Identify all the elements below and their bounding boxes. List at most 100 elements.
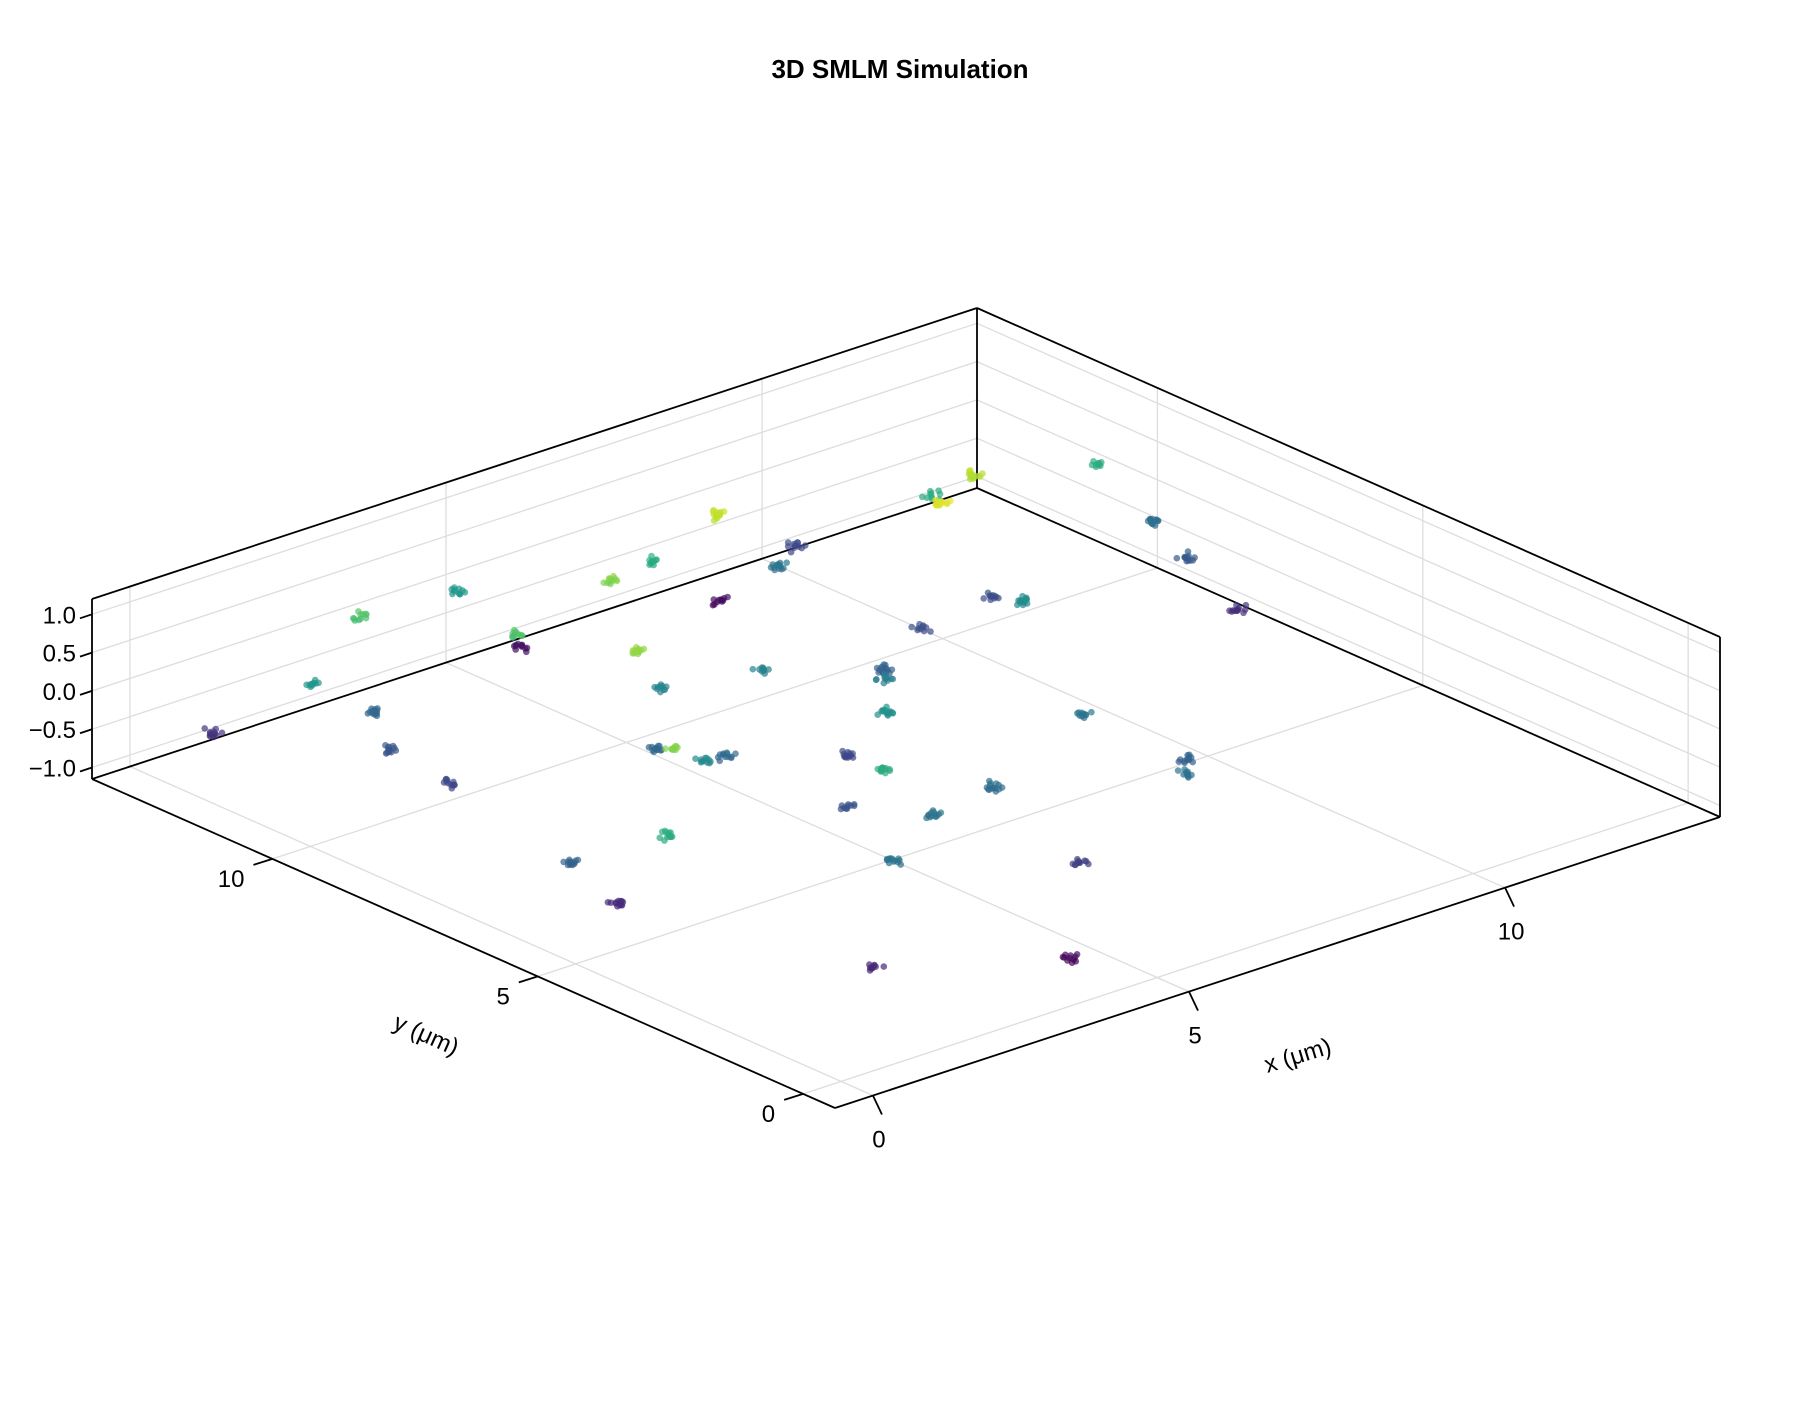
y-tick-mark <box>783 1093 804 1101</box>
point-cluster <box>645 742 665 756</box>
point-cluster <box>866 961 888 974</box>
data-point <box>773 561 781 569</box>
data-point <box>728 753 735 761</box>
data-point <box>758 668 766 675</box>
tick-layer: 0 5 10 0 5 10 −1.0 −0.5 0.0 0.5 1.0 <box>29 602 1525 1153</box>
grid-layer <box>91 322 1721 1097</box>
wall-gridline-z <box>976 475 1721 807</box>
data-point <box>600 579 607 586</box>
point-cluster <box>364 705 381 720</box>
data-point <box>566 856 573 864</box>
data-point <box>844 753 851 760</box>
z-tick-label: −1.0 <box>29 756 76 783</box>
data-point <box>385 747 393 754</box>
data-point <box>919 493 926 501</box>
y-tick-label: 0 <box>762 1101 775 1128</box>
point-cluster <box>980 589 1002 604</box>
data-point <box>919 623 927 630</box>
data-point <box>1088 708 1095 716</box>
point-cluster <box>749 664 772 677</box>
data-point <box>798 544 805 552</box>
data-point <box>710 596 718 603</box>
axis-frame <box>91 307 1721 1109</box>
wall-gridline-z <box>976 437 1721 768</box>
data-point <box>1242 601 1250 609</box>
x-tick-mark <box>1188 991 1199 1011</box>
data-point <box>455 585 463 593</box>
wall-gridline-z <box>91 437 978 730</box>
wall-gridline-z <box>976 322 1721 653</box>
data-point <box>1184 548 1192 555</box>
point-cluster <box>303 676 322 691</box>
data-point <box>1067 952 1074 959</box>
floor-gridline-x <box>129 765 874 1097</box>
point-cluster <box>1174 766 1195 781</box>
data-point <box>1174 767 1182 774</box>
z-tick-label: 0.5 <box>43 641 76 668</box>
point-cluster <box>784 539 809 556</box>
data-point <box>362 610 370 618</box>
data-point <box>914 626 921 634</box>
data-point <box>1180 757 1188 765</box>
wall-gridline-z <box>976 361 1721 692</box>
data-point <box>938 498 946 506</box>
point-cluster <box>201 725 226 741</box>
data-point <box>710 506 717 514</box>
wall-gridline-z <box>91 399 978 692</box>
point-cluster <box>932 496 954 509</box>
point-cluster <box>692 754 714 767</box>
data-point <box>974 472 982 480</box>
z-tick-mark <box>79 613 93 620</box>
data-point <box>218 729 226 737</box>
x-axis-label: x (μm) <box>1261 1033 1334 1079</box>
axis-edge <box>976 487 1721 818</box>
data-point <box>927 628 934 635</box>
z-tick-label: 0.0 <box>43 679 76 706</box>
wall-gridline-z <box>91 475 978 769</box>
data-point <box>1153 516 1160 524</box>
z-tick-label: 1.0 <box>43 602 76 629</box>
x-tick-label: 0 <box>872 1127 885 1154</box>
data-point <box>1078 713 1086 720</box>
point-cluster <box>709 593 731 609</box>
y-tick-mark <box>518 975 539 984</box>
data-point <box>968 471 975 479</box>
point-cluster <box>509 626 526 641</box>
data-point <box>692 755 699 762</box>
x-tick-label: 10 <box>1498 919 1525 946</box>
data-point <box>843 805 851 812</box>
point-cluster <box>874 703 897 719</box>
data-point <box>889 709 896 716</box>
data-point <box>936 490 944 498</box>
point-cluster <box>1069 855 1092 869</box>
data-point <box>1068 959 1076 966</box>
point-cluster <box>604 897 627 910</box>
data-point <box>1073 951 1081 958</box>
data-point <box>1182 554 1190 562</box>
data-point <box>511 632 518 640</box>
data-point <box>1226 607 1233 614</box>
data-point <box>705 756 712 763</box>
data-point <box>1189 758 1196 766</box>
data-point <box>1175 758 1183 765</box>
data-point <box>350 615 358 622</box>
axis-edge <box>834 816 1721 1109</box>
data-point <box>450 781 457 789</box>
point-cluster <box>1226 601 1250 617</box>
data-point <box>716 751 724 758</box>
data-point <box>1185 753 1193 760</box>
point-cluster <box>872 671 897 687</box>
data-point <box>872 676 880 684</box>
point-cluster <box>874 764 894 777</box>
point-cluster <box>714 749 739 765</box>
data-point <box>908 623 915 631</box>
data-point <box>1173 554 1181 562</box>
data-point <box>866 964 874 971</box>
data-point <box>749 665 757 673</box>
data-point <box>881 766 889 773</box>
axis-edge <box>91 307 978 600</box>
floor-gridline-x <box>445 662 1190 993</box>
axis-edge <box>91 487 978 780</box>
data-point <box>886 765 893 773</box>
point-cluster <box>600 572 621 588</box>
